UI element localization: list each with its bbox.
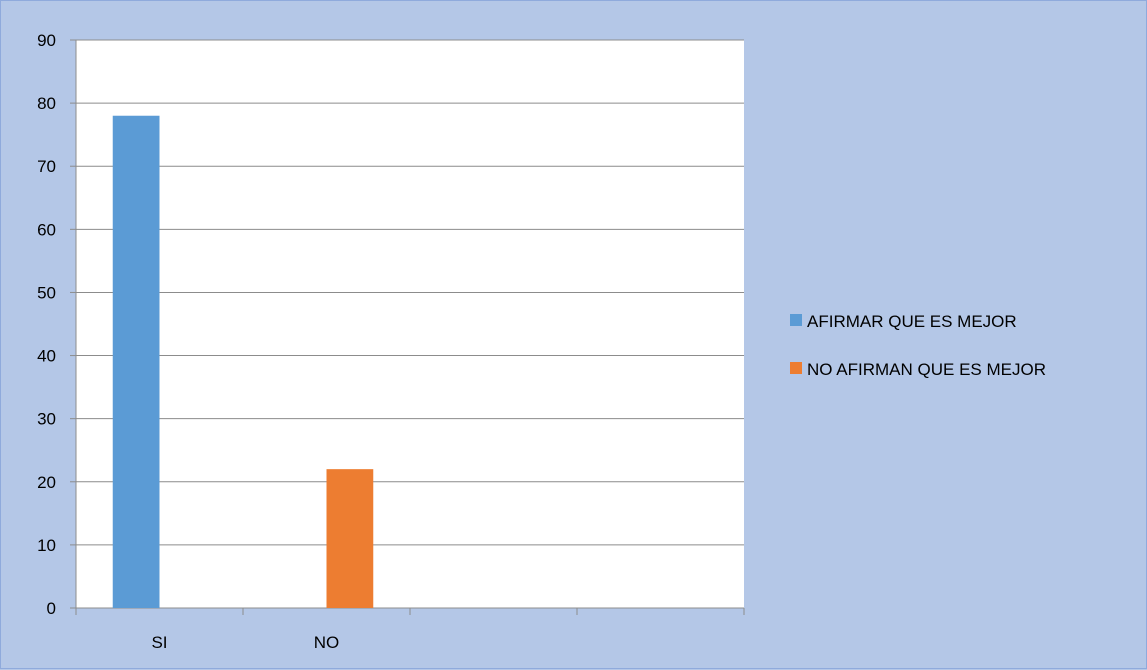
y-tick-label: 80 — [37, 94, 56, 113]
y-tick-label: 30 — [37, 410, 56, 429]
y-tick-label: 0 — [47, 599, 56, 618]
plot-area — [76, 40, 744, 608]
x-category-label: NO — [314, 633, 340, 652]
y-tick-label: 60 — [37, 220, 56, 239]
legend-label: NO AFIRMAN QUE ES MEJOR — [807, 360, 1046, 379]
legend-swatch — [790, 314, 802, 326]
y-tick-label: 40 — [37, 347, 56, 366]
y-tick-label: 70 — [37, 157, 56, 176]
legend-swatch — [790, 362, 802, 374]
bar-no-afirman-1 — [326, 469, 374, 608]
y-tick-label: 50 — [37, 283, 56, 302]
y-tick-label: 90 — [37, 31, 56, 50]
bar-afirmar-0 — [112, 115, 160, 608]
y-tick-label: 10 — [37, 536, 56, 555]
legend-label: AFIRMAR QUE ES MEJOR — [807, 312, 1017, 331]
y-tick-label: 20 — [37, 473, 56, 492]
x-category-label: SI — [151, 633, 167, 652]
